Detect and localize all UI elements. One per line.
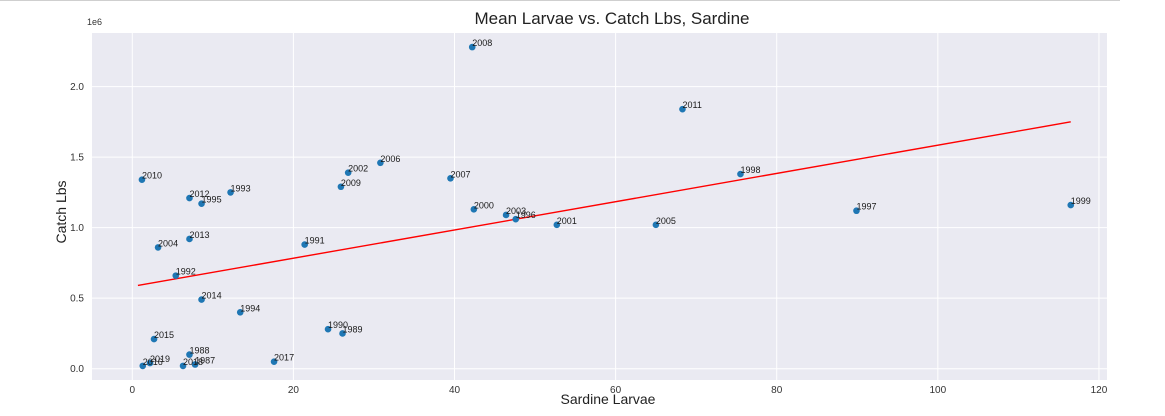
point-label: 2018 [183, 357, 203, 367]
point-labels: 2008 2011 2006 2002 1998 2007 2010 2009 1993 2012… [142, 38, 1091, 367]
point-label: 2008 [472, 38, 492, 48]
x-tick-label: 80 [771, 385, 783, 396]
grid [92, 33, 1107, 380]
point-label: 1989 [343, 324, 363, 334]
data-point [270, 358, 278, 365]
regression-line [137, 121, 1071, 287]
x-tick-label: 40 [449, 385, 461, 396]
data-point [146, 359, 154, 367]
data-point [512, 215, 520, 223]
x-tick-label: 0 [129, 385, 135, 396]
x-tick-label: 100 [929, 385, 946, 396]
data-point [179, 362, 187, 370]
point-label: 1996 [516, 210, 536, 220]
y-axis-offset-label: 1e6 [87, 17, 102, 27]
point-label: 2009 [341, 178, 361, 188]
data-point [737, 170, 744, 178]
point-label: 2014 [202, 291, 222, 301]
data-point [198, 200, 205, 207]
data-point [377, 159, 384, 167]
data-point [344, 169, 352, 176]
x-tick-label: 60 [610, 385, 622, 396]
y-axis-title: Catch Lbs [53, 180, 69, 243]
chart-title: Mean Larvae vs. Catch Lbs, Sardine [475, 9, 750, 28]
point-label: 2000 [474, 200, 494, 210]
point-label: 2016 [143, 357, 163, 367]
data-point [198, 296, 205, 303]
point-label: 2005 [656, 216, 676, 226]
point-label: 2002 [348, 164, 368, 174]
point-label: 1999 [1071, 196, 1091, 206]
point-label: 2007 [450, 169, 470, 179]
plot-area [92, 33, 1107, 380]
point-label: 2006 [380, 154, 400, 164]
point-label: 2003 [506, 206, 526, 216]
data-point [853, 207, 860, 215]
x-tick-label: 20 [288, 385, 300, 396]
y-tick-label: 0.0 [70, 364, 84, 375]
data-point [470, 206, 478, 213]
point-label: 1990 [328, 320, 348, 330]
point-label: 1995 [202, 195, 222, 205]
data-point [150, 335, 158, 343]
point-label: 1998 [740, 165, 760, 175]
data-point [186, 351, 193, 358]
data-point [139, 362, 147, 370]
point-label: 2012 [189, 189, 209, 199]
data-point [138, 176, 146, 183]
data-point [447, 174, 454, 182]
data-point [227, 189, 234, 196]
y-tick-label: 1.0 [70, 223, 84, 234]
point-label: 2010 [142, 171, 162, 181]
point-label: 2015 [154, 330, 174, 340]
data-point [191, 361, 199, 368]
point-label: 1988 [189, 346, 209, 356]
point-label: 2019 [150, 354, 170, 364]
data-point [324, 325, 332, 333]
data-point [468, 43, 476, 51]
data-point [337, 183, 345, 191]
data-point [339, 330, 346, 337]
data-point [301, 241, 308, 248]
data-point [186, 235, 193, 243]
data-point [679, 105, 686, 113]
x-tick-label: 120 [1091, 385, 1108, 396]
point-label: 2004 [158, 238, 178, 248]
point-label: 2011 [682, 100, 701, 110]
point-label: 1987 [195, 355, 215, 365]
y-tick-label: 2.0 [70, 82, 84, 93]
point-label: 1991 [305, 236, 325, 246]
data-point [652, 221, 660, 229]
point-label: 1997 [856, 202, 876, 212]
point-label: 1993 [231, 183, 251, 193]
point-label: 2017 [274, 353, 294, 363]
point-label: 2013 [189, 230, 209, 240]
data-point [1067, 201, 1075, 209]
y-tick-label: 0.5 [70, 294, 84, 305]
y-tick-label: 1.5 [70, 153, 84, 164]
tick-labels: 0 20 40 60 80 100 120 0.0 0.5 1.0 1.5 2.0 [70, 82, 1108, 396]
data-point [553, 221, 561, 229]
point-label: 2001 [557, 216, 577, 226]
data-point [172, 272, 180, 279]
data-point [154, 244, 162, 251]
top-divider [0, 0, 1120, 1]
data-points [138, 43, 1075, 370]
data-point [502, 211, 510, 219]
data-point [186, 194, 193, 202]
point-label: 1992 [176, 267, 196, 277]
x-axis-title: Sardine Larvae [561, 391, 656, 407]
point-label: 1994 [240, 303, 260, 313]
data-point [236, 308, 244, 316]
